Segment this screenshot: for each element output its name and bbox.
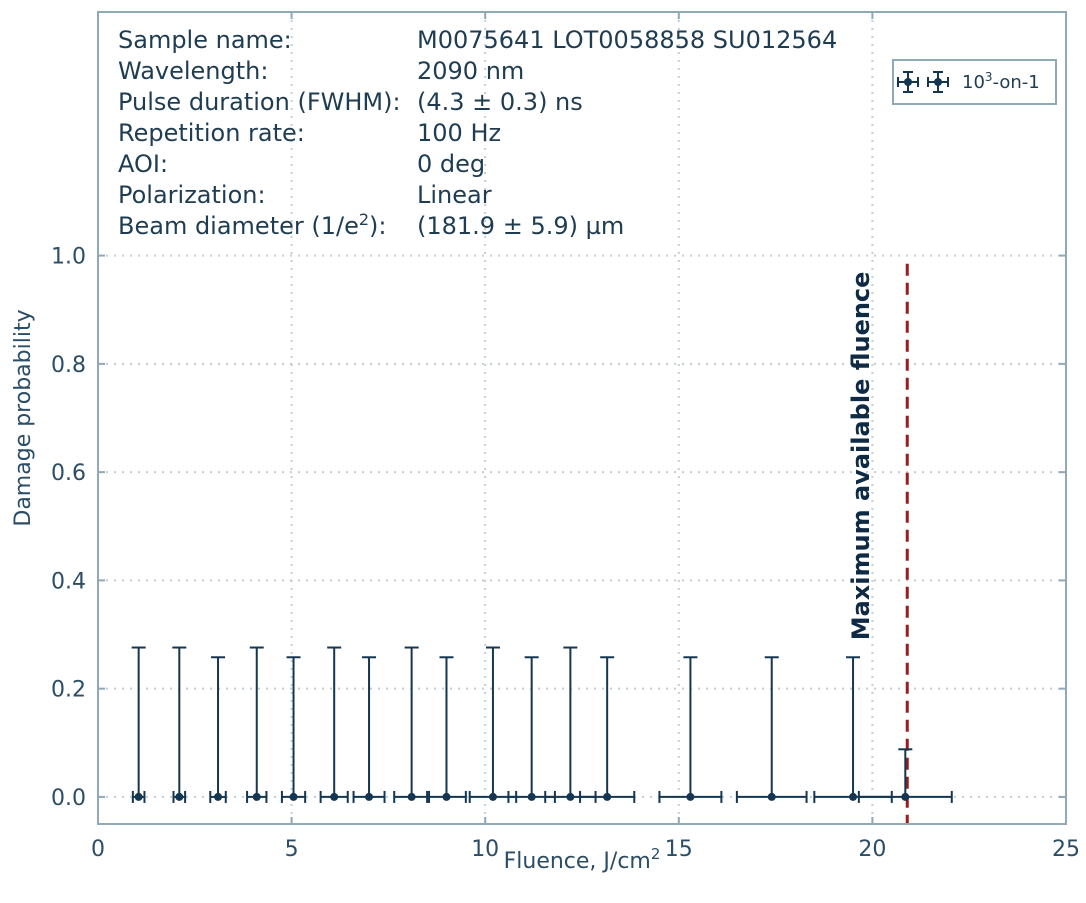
- info-value: (181.9 ± 5.9) µm: [417, 212, 624, 240]
- y-tick-label: 0.0: [51, 786, 86, 811]
- info-key: Polarization:: [118, 181, 266, 209]
- info-key: Wavelength:: [118, 57, 268, 85]
- info-value: 2090 nm: [417, 57, 524, 85]
- info-key-text: Repetition rate:: [118, 119, 305, 147]
- x-tick-label: 10: [471, 837, 499, 862]
- data-series: [131, 646, 953, 803]
- legend-point: [934, 78, 942, 86]
- info-key-text: Beam diameter (1/e: [118, 212, 359, 240]
- info-key-end: ):: [369, 212, 386, 240]
- info-key: Repetition rate:: [118, 119, 305, 147]
- info-key-text: Polarization:: [118, 181, 266, 209]
- data-point: [175, 792, 184, 801]
- data-point: [767, 792, 776, 801]
- info-value: Linear: [417, 181, 492, 209]
- axes-frame: [97, 11, 1067, 825]
- info-key: Pulse duration (FWHM):: [118, 88, 401, 116]
- info-key: AOI:: [118, 150, 168, 178]
- x-tick-label: 20: [858, 837, 886, 862]
- sample-info-block: Sample name: M0075641 LOT0058858 SU012564…: [118, 26, 837, 240]
- x-axis-label-text: Fluence, J/cm: [504, 849, 651, 874]
- info-key: Sample name:: [118, 26, 292, 54]
- data-point: [134, 792, 143, 801]
- info-value: M0075641 LOT0058858 SU012564: [417, 26, 837, 54]
- y-tick-label: 0.8: [51, 353, 86, 378]
- legend-marker-icon: [897, 71, 949, 93]
- info-key: Beam diameter (1/e2):: [118, 210, 387, 241]
- data-point: [849, 792, 858, 801]
- info-value: 100 Hz: [417, 119, 501, 147]
- threshold-label: Maximum available fluence: [847, 272, 875, 641]
- y-tick-label: 0.6: [51, 461, 86, 486]
- legend: 103-on-1: [892, 59, 1057, 105]
- data-point: [252, 792, 261, 801]
- info-key-text: Pulse duration (FWHM):: [118, 88, 401, 116]
- axis-ticks: 0 5 10 15 20 25 0.0 0.2 0.4 0.6 0.8 1.0: [51, 12, 1080, 862]
- info-key-text: AOI:: [118, 150, 168, 178]
- legend-label: 103-on-1: [962, 70, 1040, 93]
- y-tick-label: 0.2: [51, 678, 86, 703]
- x-tick-label: 15: [665, 837, 693, 862]
- data-point: [407, 792, 416, 801]
- threshold-line-group: Maximum available fluence: [847, 263, 909, 824]
- data-point: [289, 792, 298, 801]
- x-axis-label-sup: 2: [651, 845, 661, 863]
- y-axis-label: Damage probability: [11, 309, 36, 526]
- legend-point: [904, 78, 912, 86]
- x-tick-label: 0: [91, 837, 105, 862]
- legend-box: [892, 59, 1057, 105]
- legend-label-text: 10: [962, 72, 985, 93]
- data-point: [442, 792, 451, 801]
- y-tick-label: 0.4: [51, 569, 86, 594]
- data-point: [488, 792, 497, 801]
- y-tick-label: 1.0: [51, 245, 86, 270]
- info-value: 0 deg: [417, 150, 485, 178]
- x-tick-label: 5: [285, 837, 299, 862]
- info-value: (4.3 ± 0.3) ns: [417, 88, 583, 116]
- legend-label-end: -on-1: [993, 72, 1040, 93]
- legend-label-sup: 3: [985, 70, 993, 84]
- data-point: [330, 792, 339, 801]
- data-point: [603, 792, 612, 801]
- info-key-sup: 2: [359, 210, 369, 229]
- data-point: [566, 792, 575, 801]
- x-axis-label: Fluence, J/cm2: [504, 845, 661, 874]
- info-key-text: Sample name:: [118, 26, 292, 54]
- x-tick-label: 25: [1052, 837, 1080, 862]
- data-point: [527, 792, 536, 801]
- data-point: [365, 792, 374, 801]
- data-point: [901, 792, 910, 801]
- info-key-text: Wavelength:: [118, 57, 268, 85]
- data-point: [686, 792, 695, 801]
- data-point: [214, 792, 223, 801]
